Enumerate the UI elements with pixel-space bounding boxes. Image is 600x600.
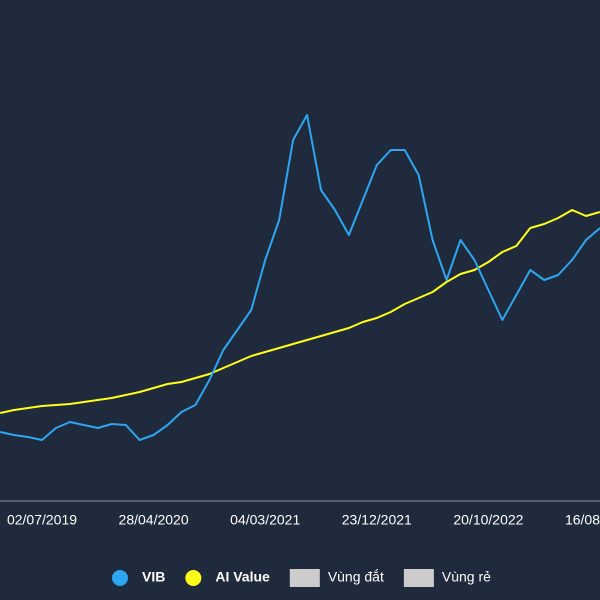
x-tick-label: 16/08/2023	[565, 512, 600, 528]
legend-marker[interactable]	[289, 569, 320, 587]
series-line	[0, 209, 600, 414]
legend-marker[interactable]	[403, 569, 434, 587]
legend-label[interactable]: Vùng đắt	[328, 569, 384, 585]
x-tick-label: 02/07/2019	[7, 512, 77, 528]
legend-label[interactable]: VIB	[142, 569, 165, 585]
x-tick-label: 23/12/2021	[342, 512, 412, 528]
legend-marker[interactable]	[185, 570, 202, 586]
x-tick-label: 04/03/2021	[230, 512, 300, 528]
x-tick-label: 28/04/2020	[119, 512, 189, 528]
legend-label[interactable]: Vùng rẻ	[442, 569, 491, 585]
series-line	[0, 114, 600, 441]
legend-marker[interactable]	[112, 570, 128, 586]
x-tick-label: 20/10/2022	[453, 512, 523, 528]
legend-label[interactable]: AI Value	[215, 569, 270, 585]
